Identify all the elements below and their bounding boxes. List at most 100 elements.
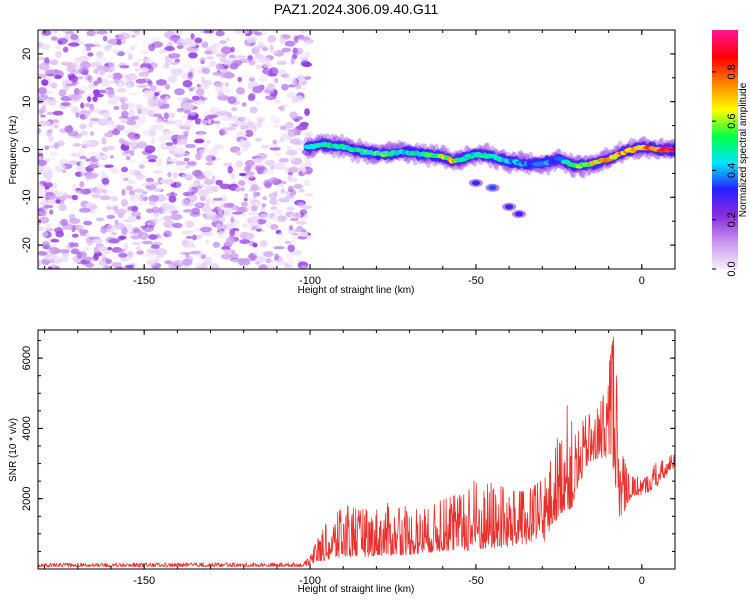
noise-cell [127,179,136,184]
colorbar-tick-label: 0.6 [726,114,738,129]
noise-cell [204,50,213,55]
noise-cell [265,258,272,264]
noise-cell [100,226,107,234]
noise-cell [101,79,110,87]
noise-cell [267,263,274,269]
colorbar-step [712,43,738,47]
noise-cell [287,244,296,253]
noise-cell [269,165,275,170]
noise-cell [136,141,148,149]
colorbar-step [712,53,738,57]
colorbar-step [712,117,738,121]
noise-cell [298,189,305,193]
noise-cell [299,231,309,237]
noise-cell [131,242,142,245]
noise-cell [252,85,263,94]
noise-cell [49,209,54,215]
noise-cell [96,76,103,84]
colorbar-step [712,45,738,49]
noise-cell [150,137,156,145]
noise-cell [271,50,279,54]
noise-cell [59,255,69,263]
colorbar-step [712,235,738,238]
noise-cell [187,116,197,121]
noise-cell [182,130,190,136]
noise-cell [223,162,233,167]
noise-cell [239,139,245,147]
noise-cell [182,102,194,111]
noise-cell [168,37,179,42]
colorbar-step [712,51,738,55]
noise-cell [256,45,268,50]
noise-cell [62,169,67,174]
noise-cell [64,125,74,133]
colorbar-step [712,205,738,208]
colorbar-step [712,47,738,51]
noise-cell [189,112,197,116]
noise-cell [284,167,290,174]
noise-cell [255,101,262,106]
noise-cell [146,258,158,267]
noise-cell [199,119,208,126]
colorbar-step [712,83,738,87]
x-tick-label: -50 [468,275,484,287]
noise-cell [105,236,117,244]
noise-cell [119,65,130,69]
noise-cell [49,247,59,255]
noise-cell [135,118,144,126]
noise-cell [236,87,245,95]
colorbar-step [712,167,738,170]
noise-cell [101,146,109,152]
colorbar-step [712,263,738,266]
noise-cell [38,69,46,74]
noise-cell [145,58,153,63]
noise-cell [301,166,306,174]
colorbar-step [712,241,738,244]
noise-cell [290,155,296,162]
colorbar-step [712,99,738,103]
noise-cell [288,225,294,231]
noise-cell [140,183,152,187]
noise-cell [266,83,276,91]
noise-cell [285,195,295,200]
noise-cell [46,111,55,115]
colorbar-label: Normalized spectral amplitude [738,82,749,217]
noise-cell [252,242,258,248]
noise-cell [176,107,185,113]
noise-cell [210,147,218,156]
noise-cell [136,84,149,88]
colorbar-step [712,227,738,230]
noise-cell [258,75,269,82]
colorbar-step [712,179,738,182]
noise-cell [73,57,81,65]
noise-cell [302,62,312,68]
noise-cell [268,67,279,76]
noise-cell [68,42,80,47]
noise-cell [300,30,307,34]
noise-cell [240,116,252,121]
noise-cell [55,199,61,204]
noise-cell [188,67,196,74]
noise-cell [197,132,206,136]
noise-cell [215,63,224,71]
noise-cell [49,59,59,66]
colorbar-step [712,121,738,125]
noise-cell [60,102,71,107]
noise-cell [38,152,44,157]
noise-cell [292,47,298,54]
colorbar-step [712,261,738,264]
noise-cell [225,37,230,42]
noise-cell [205,140,211,144]
noise-cell [79,181,85,188]
noise-cell [238,258,245,266]
noise-cell [52,110,64,116]
noise-cell [135,58,143,62]
noise-cell [129,190,135,196]
colorbar-step [712,35,738,39]
snr-series-line [38,336,675,568]
noise-cell [130,194,135,200]
noise-cell [149,85,157,92]
colorbar-step [712,255,738,258]
noise-cell [195,66,202,70]
noise-cell [206,56,214,60]
